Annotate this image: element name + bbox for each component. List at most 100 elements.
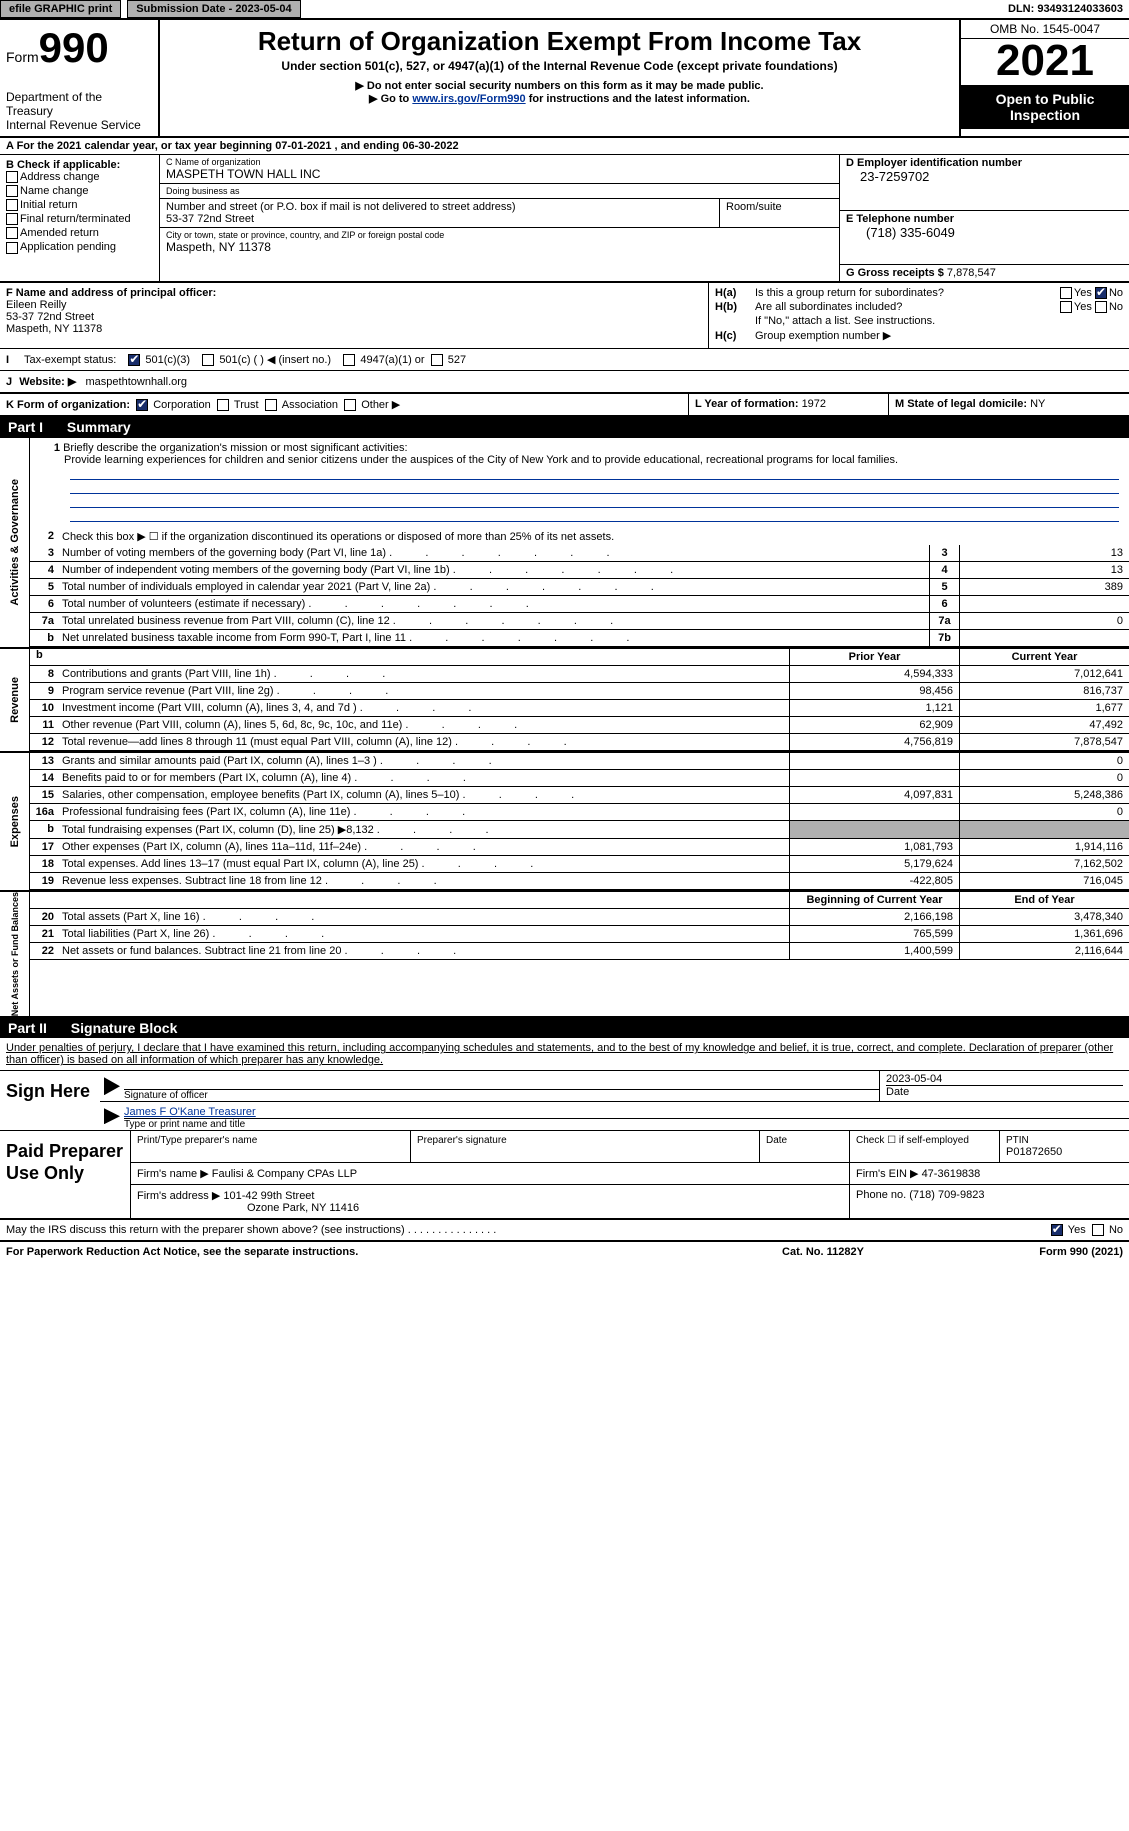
ha-no: No — [1109, 287, 1123, 299]
line-value — [959, 596, 1129, 612]
irs-link[interactable]: www.irs.gov/Form990 — [412, 93, 525, 105]
firm-addr-1: 101-42 99th Street — [223, 1190, 314, 1202]
room-label: Room/suite — [726, 201, 833, 213]
discuss-yes: Yes — [1068, 1224, 1086, 1236]
vlabel-ag: Activities & Governance — [0, 438, 30, 647]
firm-ein-cell: Firm's EIN ▶ 47-3619838 — [849, 1163, 1129, 1184]
m-value: NY — [1030, 398, 1045, 410]
chk-name-change[interactable]: Name change — [6, 185, 153, 197]
form-header: Form990 Department of the Treasury Inter… — [0, 20, 1129, 138]
submission-date-button[interactable]: Submission Date - 2023-05-04 — [127, 0, 300, 18]
summary-line: 11Other revenue (Part VIII, column (A), … — [30, 717, 1129, 734]
k-label: K Form of organization: — [6, 399, 130, 411]
ha-text: Is this a group return for subordinates? — [755, 287, 1060, 299]
check-self-label[interactable]: Check ☐ if self-employed — [856, 1135, 993, 1146]
firm-addr-cell: Firm's address ▶ 101-42 99th Street Ozon… — [130, 1185, 849, 1218]
top-bar: efile GRAPHIC print Submission Date - 20… — [0, 0, 1129, 20]
chk-4947[interactable] — [343, 354, 355, 366]
form-number: Form990 — [6, 24, 152, 72]
activities-governance: Activities & Governance 1 Briefly descri… — [0, 437, 1129, 647]
line-text: Total liabilities (Part X, line 26) . . … — [58, 926, 789, 942]
line-text: Total expenses. Add lines 13–17 (must eq… — [58, 856, 789, 872]
mission-text: Provide learning experiences for childre… — [36, 454, 898, 466]
discuss-no: No — [1109, 1224, 1123, 1236]
ha-line: H(a) Is this a group return for subordin… — [715, 287, 1123, 299]
officer-street: 53-37 72nd Street — [6, 311, 702, 323]
prior-value: 5,179,624 — [789, 856, 959, 872]
firm-name-value: Faulisi & Company CPAs LLP — [212, 1168, 357, 1180]
line-num: 20 — [30, 909, 58, 925]
chk-other[interactable] — [344, 399, 356, 411]
prior-value: 1,400,599 — [789, 943, 959, 959]
chk-assoc[interactable] — [265, 399, 277, 411]
signature-intro: Under penalties of perjury, I declare th… — [0, 1038, 1129, 1071]
chk-amended-return[interactable]: Amended return — [6, 227, 153, 239]
section-h: H(a) Is this a group return for subordin… — [709, 283, 1129, 348]
line-box: 5 — [929, 579, 959, 595]
officer-name: Eileen Reilly — [6, 299, 702, 311]
part-2-header: Part II Signature Block — [0, 1018, 1129, 1038]
paid-preparer-block: Paid Preparer Use Only Print/Type prepar… — [0, 1131, 1129, 1220]
chk-501c-other[interactable] — [202, 354, 214, 366]
chk-501c3[interactable] — [128, 354, 140, 366]
section-m: M State of legal domicile: NY — [889, 394, 1129, 415]
e-label: E Telephone number — [846, 213, 1123, 225]
efile-print-button[interactable]: efile GRAPHIC print — [0, 0, 121, 18]
discuss-yes-chk[interactable] — [1051, 1224, 1063, 1236]
line-num: 5 — [30, 579, 58, 595]
line-text: Total revenue—add lines 8 through 11 (mu… — [58, 734, 789, 750]
section-j-website: J Website: ▶ maspethtownhall.org — [0, 371, 1129, 394]
sig-officer-label: Signature of officer — [124, 1089, 879, 1101]
line-text: Revenue less expenses. Subtract line 18 … — [58, 873, 789, 889]
mission-rule-2 — [70, 480, 1119, 494]
prior-value: 4,594,333 — [789, 666, 959, 682]
prior-value: 1,121 — [789, 700, 959, 716]
street-row: Number and street (or P.O. box if mail i… — [160, 199, 839, 228]
line-num: 11 — [30, 717, 58, 733]
revenue-section: Revenue b Prior Year Current Year 8Contr… — [0, 647, 1129, 751]
line-text: Benefits paid to or for members (Part IX… — [58, 770, 789, 786]
discuss-no-chk[interactable] — [1092, 1224, 1104, 1236]
txt-501c3: 501(c)(3) — [145, 354, 190, 366]
chk-address-change[interactable]: Address change — [6, 171, 153, 183]
line-text: Net assets or fund balances. Subtract li… — [58, 943, 789, 959]
line-num: 15 — [30, 787, 58, 803]
line-num: 14 — [30, 770, 58, 786]
org-name: MASPETH TOWN HALL INC — [166, 167, 833, 181]
sign-here-label: Sign Here — [0, 1071, 100, 1130]
hb-yes-chk[interactable] — [1060, 301, 1072, 313]
tax-year: 2021 — [961, 39, 1129, 85]
section-l: L Year of formation: 1972 — [689, 394, 889, 415]
line-num: 9 — [30, 683, 58, 699]
chk-final-return[interactable]: Final return/terminated — [6, 213, 153, 225]
summary-line: 7aTotal unrelated business revenue from … — [30, 613, 1129, 630]
chk-corp[interactable] — [136, 399, 148, 411]
chk-trust[interactable] — [217, 399, 229, 411]
prior-value: 98,456 — [789, 683, 959, 699]
line-text: Total number of volunteers (estimate if … — [58, 596, 929, 612]
city-label: City or town, state or province, country… — [166, 230, 833, 240]
firm-phone-value: (718) 709-9823 — [909, 1189, 984, 1201]
ha-yes-chk[interactable] — [1060, 287, 1072, 299]
hb-no: No — [1109, 301, 1123, 313]
line-text: Investment income (Part VIII, column (A)… — [58, 700, 789, 716]
current-value: 1,914,116 — [959, 839, 1129, 855]
sig-date: 2023-05-04 — [886, 1073, 1123, 1085]
discuss-row: May the IRS discuss this return with the… — [0, 1220, 1129, 1242]
chk-app-pending[interactable]: Application pending — [6, 241, 153, 253]
hb-no-chk[interactable] — [1095, 301, 1107, 313]
prior-value: 2,166,198 — [789, 909, 959, 925]
current-value: 0 — [959, 804, 1129, 820]
sign-area: Signature of officer 2023-05-04 Date Jam… — [100, 1071, 1129, 1130]
section-a-period: A For the 2021 calendar year, or tax yea… — [0, 138, 1129, 155]
prior-value: -422,805 — [789, 873, 959, 889]
officer-printed-name: James F O'Kane Treasurer — [124, 1106, 1129, 1118]
vlabel-net: Net Assets or Fund Balances — [0, 892, 30, 1016]
line-box: 7b — [929, 630, 959, 646]
firm-name-cell: Firm's name ▶ Faulisi & Company CPAs LLP — [130, 1163, 849, 1184]
ha-no-chk[interactable] — [1095, 287, 1107, 299]
section-c-org: C Name of organization MASPETH TOWN HALL… — [160, 155, 839, 281]
line-text: Total assets (Part X, line 16) . . . . — [58, 909, 789, 925]
chk-527[interactable] — [431, 354, 443, 366]
chk-initial-return[interactable]: Initial return — [6, 199, 153, 211]
